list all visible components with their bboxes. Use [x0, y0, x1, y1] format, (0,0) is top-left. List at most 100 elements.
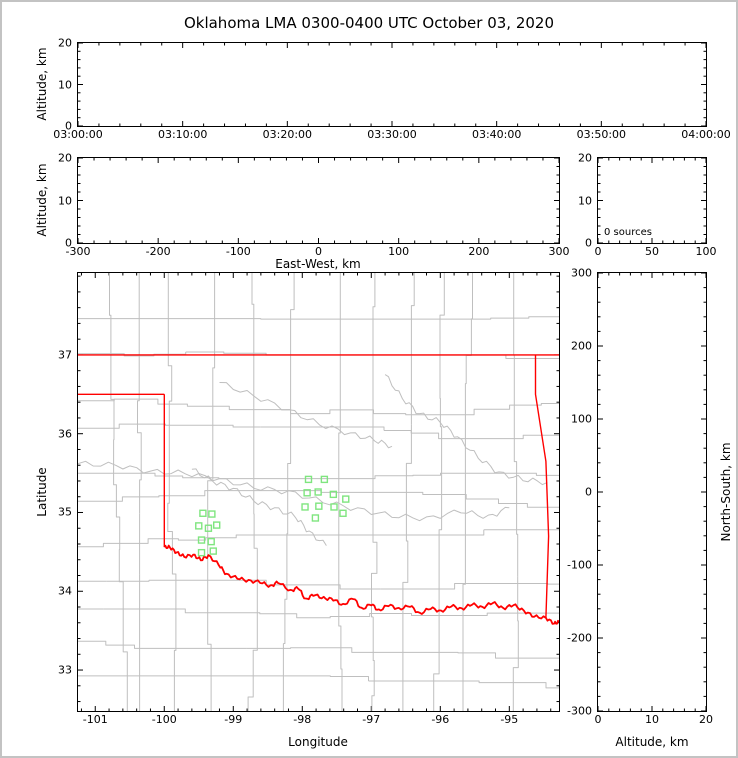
- x-tick-label: 100: [388, 245, 410, 258]
- county-line: [137, 354, 142, 514]
- x-tick-label: 200: [468, 245, 490, 258]
- x-tick-label: -200: [145, 245, 171, 258]
- state-border-red-river: [163, 544, 559, 625]
- lma-station-marker: [301, 503, 309, 511]
- lma-station-marker: [304, 475, 313, 484]
- county-line: [410, 273, 415, 425]
- lma-station-marker: [315, 502, 323, 510]
- y-tick-label: 100: [571, 412, 592, 426]
- lma-station-marker: [342, 495, 350, 503]
- x-tick-label: -300: [65, 245, 91, 258]
- county-line: [207, 525, 212, 678]
- county-line: [466, 273, 473, 356]
- source-histogram-panel: 0 sources: [597, 157, 707, 244]
- y-tick-label: 34: [58, 584, 72, 598]
- x-tick-label: 300: [548, 245, 570, 258]
- county-line: [247, 548, 258, 711]
- county-line: [371, 616, 375, 711]
- x-tick-label: 04:00:00: [681, 128, 731, 141]
- sources-count-label: 0 sources: [604, 227, 652, 238]
- y-tick-label: 0: [585, 236, 592, 250]
- x-tick-label: 03:10:00: [157, 128, 208, 141]
- county-line: [78, 640, 247, 649]
- y-tick-label: 35: [58, 505, 72, 519]
- county-line: [512, 576, 519, 711]
- x-tick-label: 50: [645, 245, 659, 258]
- x-tick-label: 0: [594, 245, 602, 258]
- x-tick-label: -98: [293, 713, 312, 726]
- y-tick-label: 10: [58, 78, 72, 91]
- county-line: [78, 490, 559, 508]
- x-tick-label: 03:40:00: [471, 128, 522, 141]
- x-tick-label: -99: [224, 713, 243, 726]
- x-tick-label: 03:30:00: [367, 128, 417, 141]
- panel-hist-canvas: 0 sources: [598, 158, 706, 243]
- lma-station-marker: [199, 509, 207, 517]
- county-line: [402, 424, 412, 711]
- x-tick-label: 03:00:00: [53, 128, 103, 141]
- county-line: [253, 472, 559, 480]
- county-line: [253, 407, 258, 549]
- time-panel-ylabel: Altitude, km: [35, 47, 49, 121]
- y-tick-label: 200: [571, 339, 592, 353]
- x-tick-label: 03:20:00: [262, 128, 313, 141]
- county-line: [106, 580, 150, 582]
- lma-station-marker: [204, 524, 213, 532]
- x-tick-label: 100: [695, 245, 717, 258]
- x-tick-label: -100: [151, 713, 177, 726]
- river-line: [384, 374, 548, 486]
- lma-station-marker: [197, 536, 206, 544]
- county-line: [167, 273, 177, 711]
- y-tick-label: 37: [58, 348, 72, 362]
- county-line: [260, 426, 385, 431]
- x-tick-label: 0: [315, 245, 322, 258]
- county-line: [380, 583, 559, 590]
- lma-station-marker: [197, 548, 206, 557]
- x-tick-label: -101: [82, 713, 108, 726]
- x-tick-label: -100: [225, 245, 251, 258]
- county-line: [78, 529, 485, 548]
- county-line: [371, 273, 378, 618]
- county-line: [78, 316, 559, 320]
- y-tick-label: 0: [65, 236, 72, 250]
- y-tick-label: -200: [567, 631, 592, 645]
- y-tick-label: -100: [567, 558, 592, 572]
- river-line: [78, 460, 510, 522]
- x-tick-label: 20: [699, 713, 713, 726]
- y-tick-label: 0: [65, 119, 72, 133]
- y-tick-label: 33: [58, 663, 72, 677]
- county-line: [338, 551, 343, 711]
- panel-ns-canvas: [598, 273, 706, 711]
- x-tick-label: 03:50:00: [576, 128, 627, 141]
- river-line: [191, 468, 327, 546]
- y-tick-label: 20: [58, 36, 72, 50]
- river-line: [219, 382, 393, 449]
- county-line: [246, 647, 559, 659]
- lma-station-marker: [311, 514, 320, 522]
- lma-station-marker: [195, 522, 203, 530]
- panel-ew-canvas: [78, 158, 559, 243]
- county-line: [103, 608, 559, 619]
- lma-station-marker: [208, 510, 216, 518]
- county-line: [78, 398, 559, 416]
- eastwest-height-panel: [77, 157, 560, 244]
- ns-panel-ylabel: North-South, km: [719, 442, 733, 542]
- figure-title: Oklahoma LMA 0300-0400 UTC October 03, 2…: [183, 14, 555, 32]
- county-line: [462, 355, 467, 616]
- time-height-panel: [77, 42, 707, 127]
- lma-station-marker: [213, 521, 221, 529]
- panel-time-canvas: [78, 43, 706, 126]
- x-tick-label: 10: [645, 713, 659, 726]
- lma-station-marker: [303, 489, 311, 497]
- county-line: [78, 352, 187, 357]
- y-tick-label: 300: [571, 266, 592, 280]
- x-tick-label: -95: [500, 713, 519, 726]
- panel-map-canvas: [78, 273, 559, 711]
- lma-station-marker: [314, 488, 322, 496]
- state-border-line: [534, 354, 550, 619]
- county-line: [338, 273, 341, 551]
- lma-station-marker: [207, 537, 215, 546]
- lma-station-marker: [330, 503, 338, 511]
- y-tick-label: 10: [58, 194, 72, 207]
